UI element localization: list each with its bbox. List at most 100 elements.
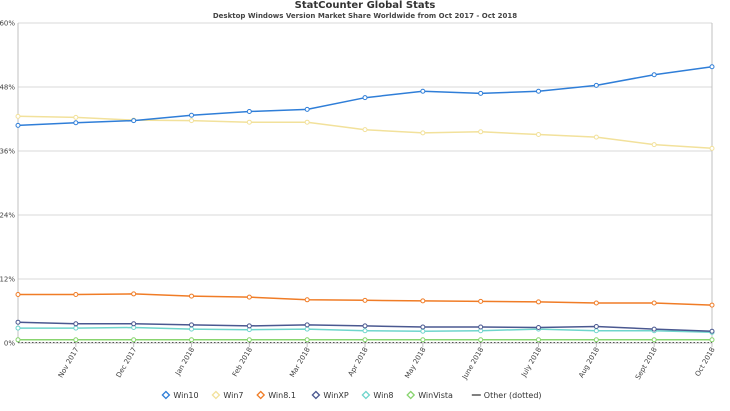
legend-item-label[interactable]: Win10 [173,391,198,400]
chart-title: StatCounter Global Stats [294,0,436,11]
x-tick-label: Oct 2018 [694,346,717,378]
data-point [536,337,541,343]
legend-swatch[interactable] [256,390,266,400]
x-tick-label: Mar 2018 [288,346,312,379]
data-point [131,291,137,297]
data-point [73,325,79,331]
data-point [478,337,484,343]
data-point [651,326,657,332]
data-point [15,325,21,331]
y-tick-label: 24% [0,212,15,220]
x-tick-label: June 2018 [460,346,485,381]
data-point [189,326,194,332]
data-point [420,298,426,304]
legend-swatch[interactable] [361,390,371,400]
x-tick-label: May 2018 [403,346,427,380]
data-point [362,323,368,329]
x-tick-label: Dec 2017 [115,346,139,379]
x-tick-label: Apr 2018 [347,346,370,378]
data-point [73,120,79,126]
data-point [593,337,599,343]
x-tick-label: Nov 2017 [57,346,81,379]
data-point [709,337,715,343]
data-point [15,337,21,343]
data-point [593,134,599,140]
legend-item-label[interactable]: Other (dotted) [484,391,542,400]
data-point [15,122,21,128]
data-point [651,300,657,306]
data-point [709,64,715,70]
data-point [420,328,426,334]
legend-swatch[interactable] [406,390,416,400]
data-point [651,72,657,78]
data-point [304,337,310,343]
data-point [304,119,310,125]
data-point [304,297,310,303]
data-point [536,299,541,305]
legend-item-label[interactable]: Win8 [373,391,393,400]
data-point [651,142,657,148]
data-point [15,113,21,119]
data-point [478,298,484,304]
data-point [478,90,484,96]
data-point [189,293,194,299]
data-point [362,95,368,101]
y-tick-label: 36% [0,148,15,156]
data-point [593,300,599,306]
data-point [246,109,252,115]
data-point [304,106,310,112]
data-point [304,322,310,328]
data-point [73,291,79,297]
data-point [420,324,426,330]
legend-swatch[interactable] [161,390,171,400]
data-point [478,324,484,330]
x-tick-label: July 2018 [519,346,543,379]
data-point [593,82,599,88]
data-point [189,337,194,343]
data-point [420,337,426,343]
data-point [362,297,368,303]
legend-item-label[interactable]: WinVista [418,391,453,400]
data-point [304,326,310,332]
data-point [246,337,252,343]
data-point [420,130,426,136]
data-point [709,145,715,151]
data-point [478,129,484,135]
y-tick-label: 48% [0,84,15,92]
legend-item-label[interactable]: Win8.1 [268,391,296,400]
x-tick-label: Jan 2018 [173,346,196,378]
data-point [593,328,599,334]
data-point [73,321,79,327]
data-point [709,328,715,334]
data-point [73,114,79,120]
data-point [362,127,368,133]
data-point [420,88,426,94]
legend-item-label[interactable]: WinXP [323,391,349,400]
data-point [131,321,137,327]
legend-item-label[interactable]: Win7 [223,391,243,400]
legend-swatch[interactable] [211,390,221,400]
data-point [131,337,137,343]
y-tick-label: 12% [0,276,15,284]
data-point [246,294,252,300]
data-point [651,337,657,343]
chart-subtitle: Desktop Windows Version Market Share Wor… [212,12,518,20]
data-point [709,302,715,308]
y-tick-label: 60% [0,20,15,28]
data-point [73,337,79,343]
x-tick-label: Aug 2018 [577,346,601,379]
data-point [593,323,599,329]
y-tick-label: 0% [4,340,15,348]
data-point [189,322,194,328]
data-point [362,328,368,334]
data-point [131,118,137,124]
data-point [246,323,252,329]
data-point [536,131,541,137]
data-point [15,291,21,297]
x-tick-label: Feb 2018 [231,346,254,378]
x-tick-label: Sept 2018 [634,346,659,381]
legend-swatch[interactable] [311,390,321,400]
data-point [15,319,21,325]
data-point [536,88,541,94]
